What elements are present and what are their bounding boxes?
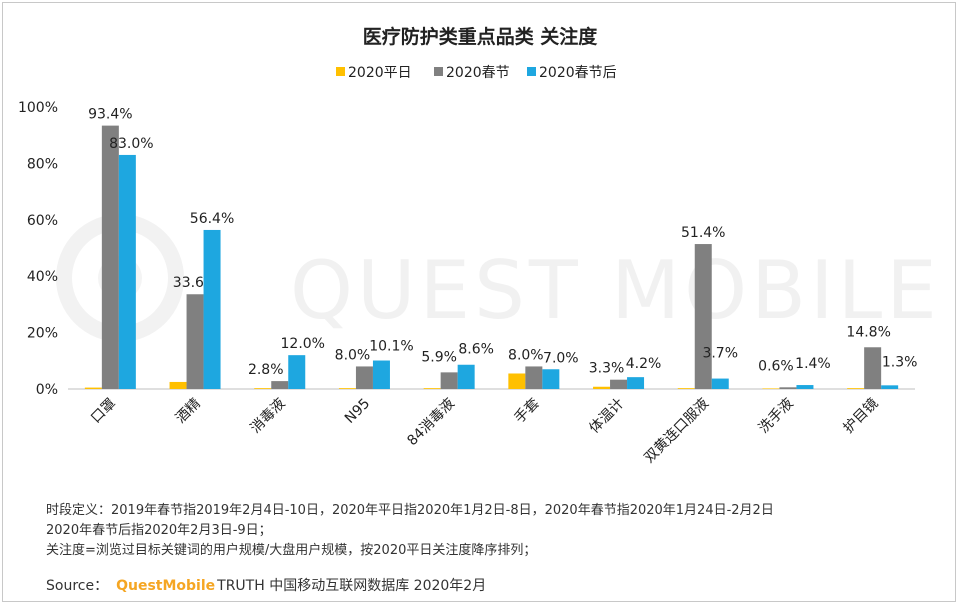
bar-chart: QUEST MOBILE 医疗防护类重点品类 关注度 2020平日 2020春节 202…	[18, 25, 941, 466]
bar	[627, 377, 645, 389]
bar	[355, 366, 373, 389]
data-label: 3.3%	[589, 361, 625, 377]
x-tick-label: 洗手液	[756, 396, 797, 437]
watermark-text: QUEST MOBILE	[290, 244, 941, 337]
data-label: 93.4%	[88, 107, 132, 123]
bar	[203, 229, 221, 389]
data-label: 3.7%	[702, 346, 738, 362]
source-line: Source： QuestMobile TRUTH 中国移动互联网数据库 2020年…	[46, 575, 486, 595]
bar	[118, 154, 136, 389]
bar	[796, 385, 814, 389]
x-tick-label: N95	[342, 396, 373, 427]
bar	[779, 387, 797, 389]
bar	[338, 388, 356, 389]
note-period-definition: 时段定义：2019年春节指2019年2月4日-10日，2020年平日指2020年…	[46, 503, 774, 518]
bar	[610, 379, 628, 389]
bar	[881, 385, 899, 389]
note-period-definition-2: 2020年春节后指2020年2月3日-9日；	[46, 523, 272, 538]
bar	[525, 366, 543, 389]
data-label: 0.6%	[758, 358, 794, 374]
data-label: 1.3%	[882, 354, 918, 370]
data-label: 5.9%	[421, 349, 457, 365]
y-tick-label: 80%	[27, 156, 58, 172]
data-label: 4.2%	[626, 356, 662, 372]
data-label: 14.8%	[846, 324, 890, 340]
bar	[457, 364, 475, 389]
bar	[542, 369, 560, 389]
data-label: 8.6%	[458, 342, 494, 358]
chart-title: 医疗防护类重点品类 关注度	[363, 25, 599, 48]
legend-label: 2020平日	[348, 65, 412, 81]
x-tick-label: 84消毒液	[404, 396, 458, 450]
data-label: 10.1%	[369, 339, 413, 355]
note-metric-definition: 关注度=浏览过目标关键词的用户规模/大盘用户规模，按2020平日关注度降序排列；	[46, 543, 537, 558]
bar	[694, 244, 712, 389]
footnotes: 时段定义：2019年春节指2019年2月4日-10日，2020年平日指2020年…	[46, 501, 926, 561]
bar	[288, 355, 306, 389]
bar	[593, 386, 611, 389]
bar	[508, 373, 526, 389]
y-tick-label: 100%	[18, 100, 58, 116]
data-label: 8.0%	[335, 347, 371, 363]
legend-label: 2020春节后	[539, 65, 617, 81]
x-tick-label: 酒精	[173, 396, 204, 427]
bar	[677, 388, 695, 389]
data-label: 12.0%	[281, 336, 325, 352]
legend-swatch	[527, 67, 536, 76]
bar	[254, 388, 272, 389]
source-text: TRUTH 中国移动互联网数据库 2020年2月	[217, 578, 487, 594]
bar	[169, 381, 187, 389]
bar	[711, 378, 729, 389]
data-label: 2.8%	[248, 362, 284, 378]
data-label: 56.4%	[190, 211, 234, 227]
y-tick-label: 60%	[27, 213, 58, 229]
x-tick-label: 手套	[512, 396, 543, 427]
legend-swatch	[434, 67, 443, 76]
y-tick-label: 0%	[36, 382, 58, 398]
bar	[271, 381, 289, 389]
data-label: 8.0%	[508, 347, 544, 363]
bar	[186, 294, 204, 389]
bar	[762, 388, 780, 389]
x-tick-label: 体温计	[586, 396, 627, 437]
x-tick-label: 口罩	[88, 396, 119, 427]
source-label: Source：	[46, 578, 109, 594]
x-tick-label: 护目镜	[840, 396, 881, 437]
legend-swatch	[336, 67, 345, 76]
y-tick-label: 20%	[27, 326, 58, 342]
bar	[101, 125, 119, 389]
data-label: 7.0%	[543, 350, 579, 366]
bar	[84, 387, 102, 389]
y-tick-label: 40%	[27, 269, 58, 285]
bar	[423, 388, 441, 389]
x-tick-label: 消毒液	[248, 396, 289, 437]
bar	[864, 347, 882, 389]
x-tick-label: 双黄连口服液	[641, 395, 712, 466]
data-label: 83.0%	[109, 136, 153, 152]
data-label: 51.4%	[681, 225, 725, 241]
source-brand: QuestMobile	[116, 578, 216, 594]
legend-label: 2020春节	[446, 65, 510, 81]
bar	[372, 360, 390, 389]
data-label: 1.4%	[795, 356, 831, 372]
bar	[847, 388, 865, 389]
bar	[440, 372, 458, 389]
